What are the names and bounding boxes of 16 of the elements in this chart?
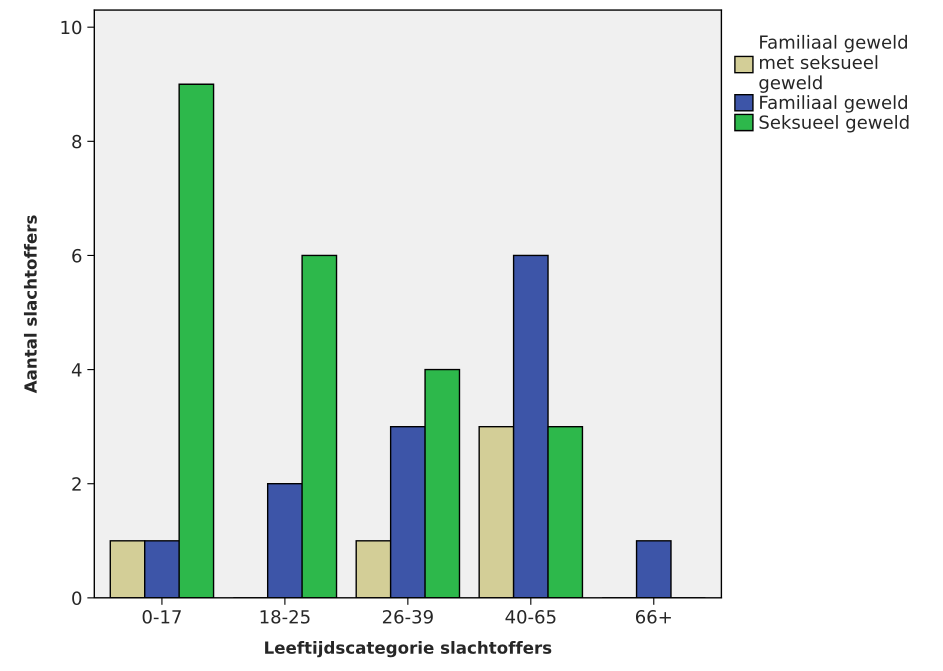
- x-tick-label: 0-17: [142, 610, 181, 624]
- y-axis-title: Aantal slachtoffers: [24, 215, 37, 394]
- x-tick-label: 18-25: [260, 610, 310, 624]
- x-tick-label: 40-65: [505, 610, 556, 624]
- legend-label: Familiaal geweld met seksueel geweld: [759, 34, 907, 93]
- y-tick-label: 4: [72, 363, 82, 376]
- y-tick-label: 2: [72, 477, 81, 491]
- y-tick-label: 8: [72, 134, 82, 148]
- y-tick-label: 0: [72, 591, 82, 605]
- y-tick-label: 10: [62, 20, 82, 34]
- x-axis-title: Leeftijdscategorie slachtoffers: [265, 641, 552, 658]
- x-tick-label: 26-39: [382, 610, 433, 624]
- legend-label: Seksueel geweld: [760, 115, 908, 132]
- y-tick-label: 6: [72, 248, 82, 263]
- legend-label: Familiaal geweld: [760, 95, 907, 113]
- x-tick-label: 66+: [636, 610, 671, 624]
